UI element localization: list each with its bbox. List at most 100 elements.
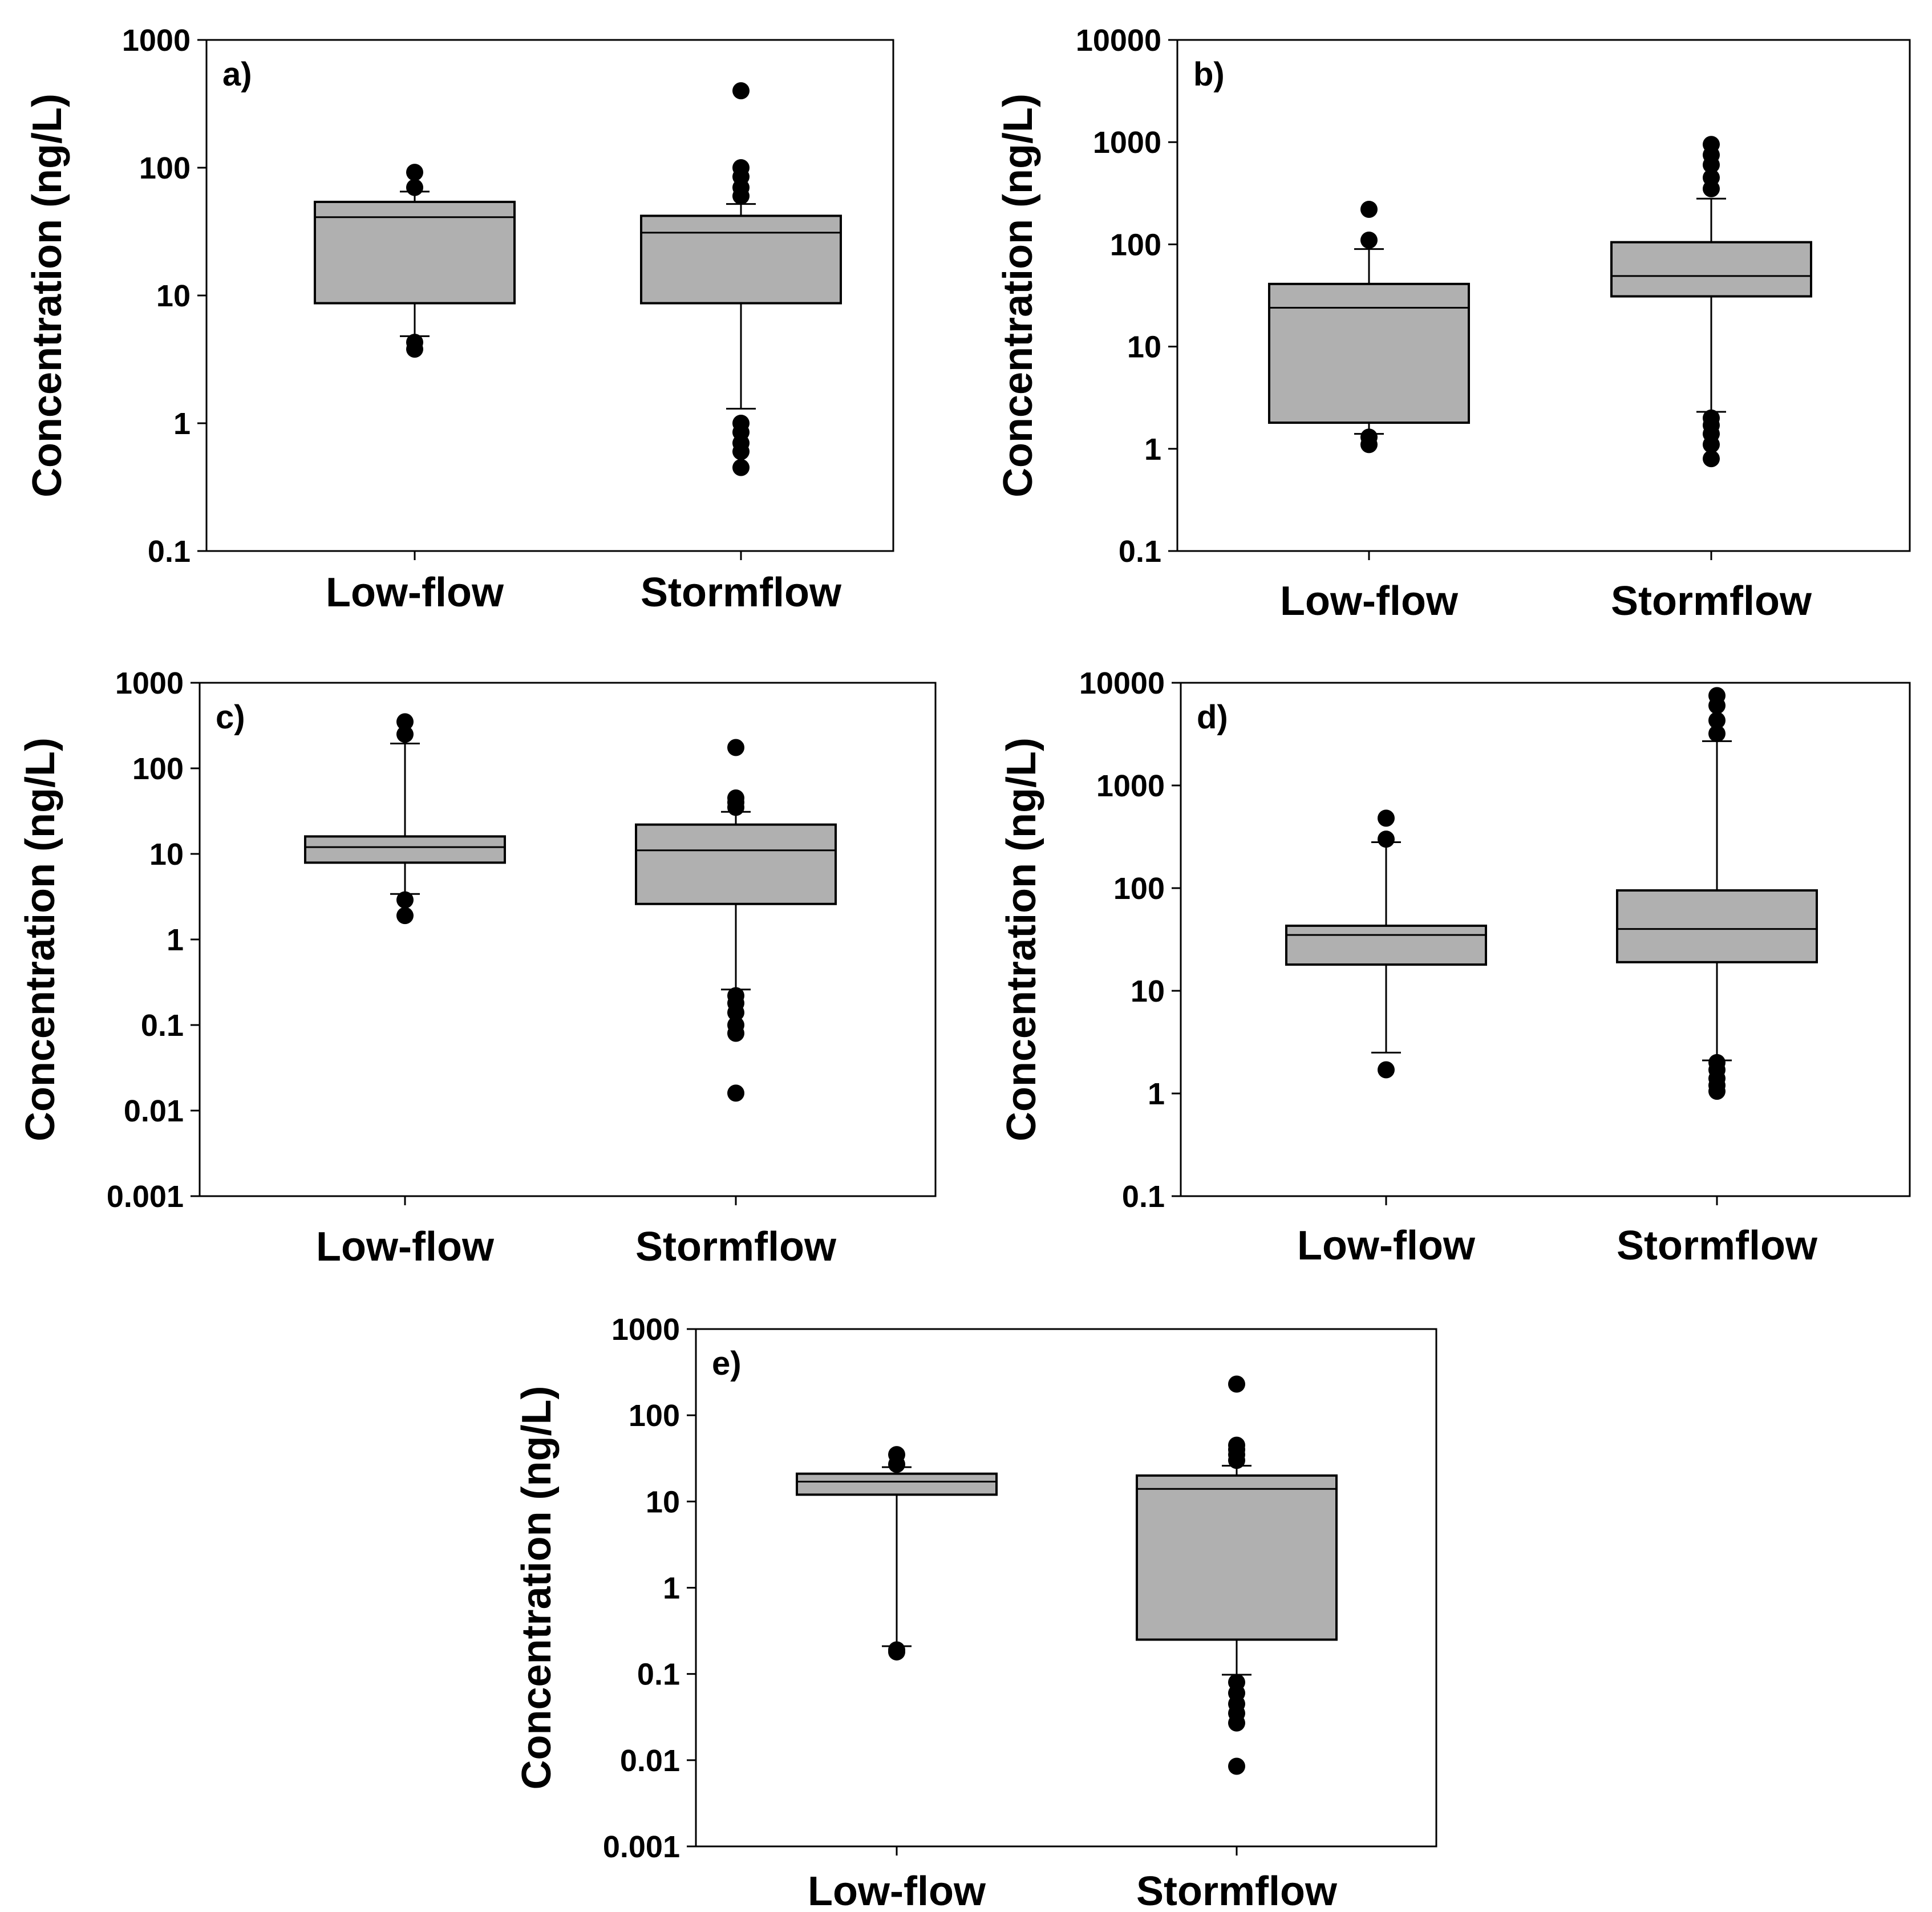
- y-tick-label: 100: [139, 151, 191, 185]
- box-low-flow: [314, 164, 516, 358]
- box-low-flow: [1285, 809, 1487, 1079]
- y-tick-label: 10000: [1076, 23, 1161, 58]
- box-low-flow: [304, 713, 506, 925]
- iqr-box: [1285, 924, 1487, 966]
- y-tick-label: 0.1: [141, 1008, 184, 1043]
- category-label: Low-flow: [1297, 1223, 1476, 1269]
- outlier-point: [1228, 1674, 1245, 1691]
- panel-label: d): [1197, 699, 1228, 736]
- y-tick-label: 1000: [611, 1313, 680, 1347]
- iqr-box: [1136, 1474, 1338, 1641]
- y-tick-label: 0.001: [603, 1830, 680, 1864]
- category-label: Stormflow: [641, 570, 842, 615]
- panel-a: 0.1 1 10 100 1000 Concentration (ng/L) a) Low-f…: [25, 23, 894, 615]
- y-tick-label: 1000: [1096, 769, 1165, 803]
- y-tick-label: 10: [646, 1485, 680, 1519]
- box-low-flow: [1268, 201, 1470, 453]
- y-tick-label: 10: [149, 837, 184, 872]
- y-tick-label: 1: [173, 407, 191, 441]
- outlier-point: [1228, 1375, 1245, 1393]
- y-axis-label: Concentration (ng/L): [995, 94, 1041, 497]
- outlier-point: [1708, 711, 1726, 729]
- y-tick-label: 1: [1144, 432, 1161, 467]
- iqr-box: [1268, 282, 1470, 424]
- outlier-point: [406, 334, 423, 351]
- outlier-point: [1378, 809, 1395, 827]
- iqr-box: [1610, 241, 1812, 298]
- outlier-point: [727, 739, 744, 756]
- y-axis-label: Concentration (ng/L): [999, 738, 1044, 1141]
- category-label: Low-flow: [808, 1869, 986, 1912]
- iqr-box: [304, 835, 506, 864]
- outlier-point: [732, 82, 750, 100]
- y-tick-label: 1000: [115, 666, 184, 700]
- outlier-point: [396, 891, 414, 909]
- outlier-point: [1228, 1757, 1245, 1775]
- iqr-box: [1616, 889, 1818, 963]
- box-stormflow: [1616, 687, 1818, 1100]
- box-stormflow: [1610, 136, 1812, 468]
- panel-e: 0.001 0.01 0.1 1 10 100 1000 Concentration (ng/…: [514, 1313, 1437, 1912]
- outlier-point: [727, 987, 744, 1004]
- panel-c: 0.001 0.01 0.1 1 10 100 1000 Concentration (ng/…: [18, 666, 937, 1270]
- iqr-box: [640, 214, 842, 305]
- iqr-box: [314, 200, 516, 305]
- y-tick-label: 0.001: [107, 1180, 184, 1214]
- outlier-point: [1360, 231, 1378, 249]
- outlier-point: [888, 1446, 905, 1464]
- outlier-point: [727, 1016, 744, 1034]
- plot-frame: [1180, 682, 1911, 1197]
- category-label: Stormflow: [1617, 1223, 1818, 1269]
- outlier-point: [1378, 1061, 1395, 1079]
- outlier-point: [1228, 1436, 1245, 1454]
- y-tick-label: 1: [663, 1571, 680, 1606]
- category-label: Stormflow: [635, 1224, 837, 1270]
- outlier-point: [1703, 136, 1720, 153]
- plot-frame: [1176, 39, 1911, 552]
- iqr-box: [796, 1472, 998, 1496]
- y-tick-label: 1000: [122, 23, 191, 58]
- outlier-point: [1708, 1054, 1726, 1071]
- box-stormflow: [640, 82, 842, 476]
- y-tick-label: 1000: [1093, 125, 1161, 160]
- outlier-point: [1703, 450, 1720, 468]
- outlier-point: [1378, 831, 1395, 848]
- outlier-point: [396, 726, 414, 743]
- category-label: Low-flow: [316, 1224, 495, 1270]
- y-tick-label: 0.01: [620, 1744, 680, 1778]
- outlier-point: [1360, 201, 1378, 218]
- outlier-point: [396, 713, 414, 731]
- y-tick-label: 0.01: [124, 1094, 184, 1128]
- panel-b: 0.1 1 10 100 1000 10000 Concentration (ng/L) b)…: [995, 23, 1911, 624]
- outlier-point: [732, 459, 750, 476]
- y-tick-label: 10: [1127, 330, 1161, 364]
- outlier-point: [727, 789, 744, 807]
- outlier-point: [732, 415, 750, 432]
- panel-label: c): [216, 699, 245, 736]
- y-tick-label: 100: [1113, 872, 1165, 906]
- outlier-point: [1703, 169, 1720, 187]
- outlier-point: [732, 159, 750, 176]
- box-stormflow: [1136, 1375, 1338, 1775]
- y-tick-label: 100: [1110, 228, 1161, 262]
- panel-label: e): [712, 1345, 742, 1382]
- y-axis-label: Concentration (ng/L): [18, 738, 63, 1141]
- iqr-box: [635, 823, 837, 905]
- y-tick-label: 10: [1131, 974, 1165, 1008]
- panel-d: 0.1 1 10 100 1000 10000 Concentration (ng/L) d)…: [999, 666, 1911, 1269]
- outlier-point: [888, 1641, 905, 1659]
- panel-label: b): [1193, 56, 1225, 93]
- box-low-flow: [796, 1446, 998, 1661]
- outlier-point: [396, 907, 414, 925]
- y-tick-label: 100: [629, 1399, 680, 1433]
- outlier-point: [406, 179, 423, 196]
- category-label: Low-flow: [326, 570, 504, 615]
- y-tick-label: 10: [156, 279, 191, 313]
- y-tick-label: 0.1: [1119, 534, 1161, 569]
- outlier-point: [1708, 687, 1726, 704]
- y-tick-label: 0.1: [148, 534, 191, 569]
- y-tick-label: 100: [132, 752, 184, 786]
- y-axis-label: Concentration (ng/L): [514, 1386, 560, 1790]
